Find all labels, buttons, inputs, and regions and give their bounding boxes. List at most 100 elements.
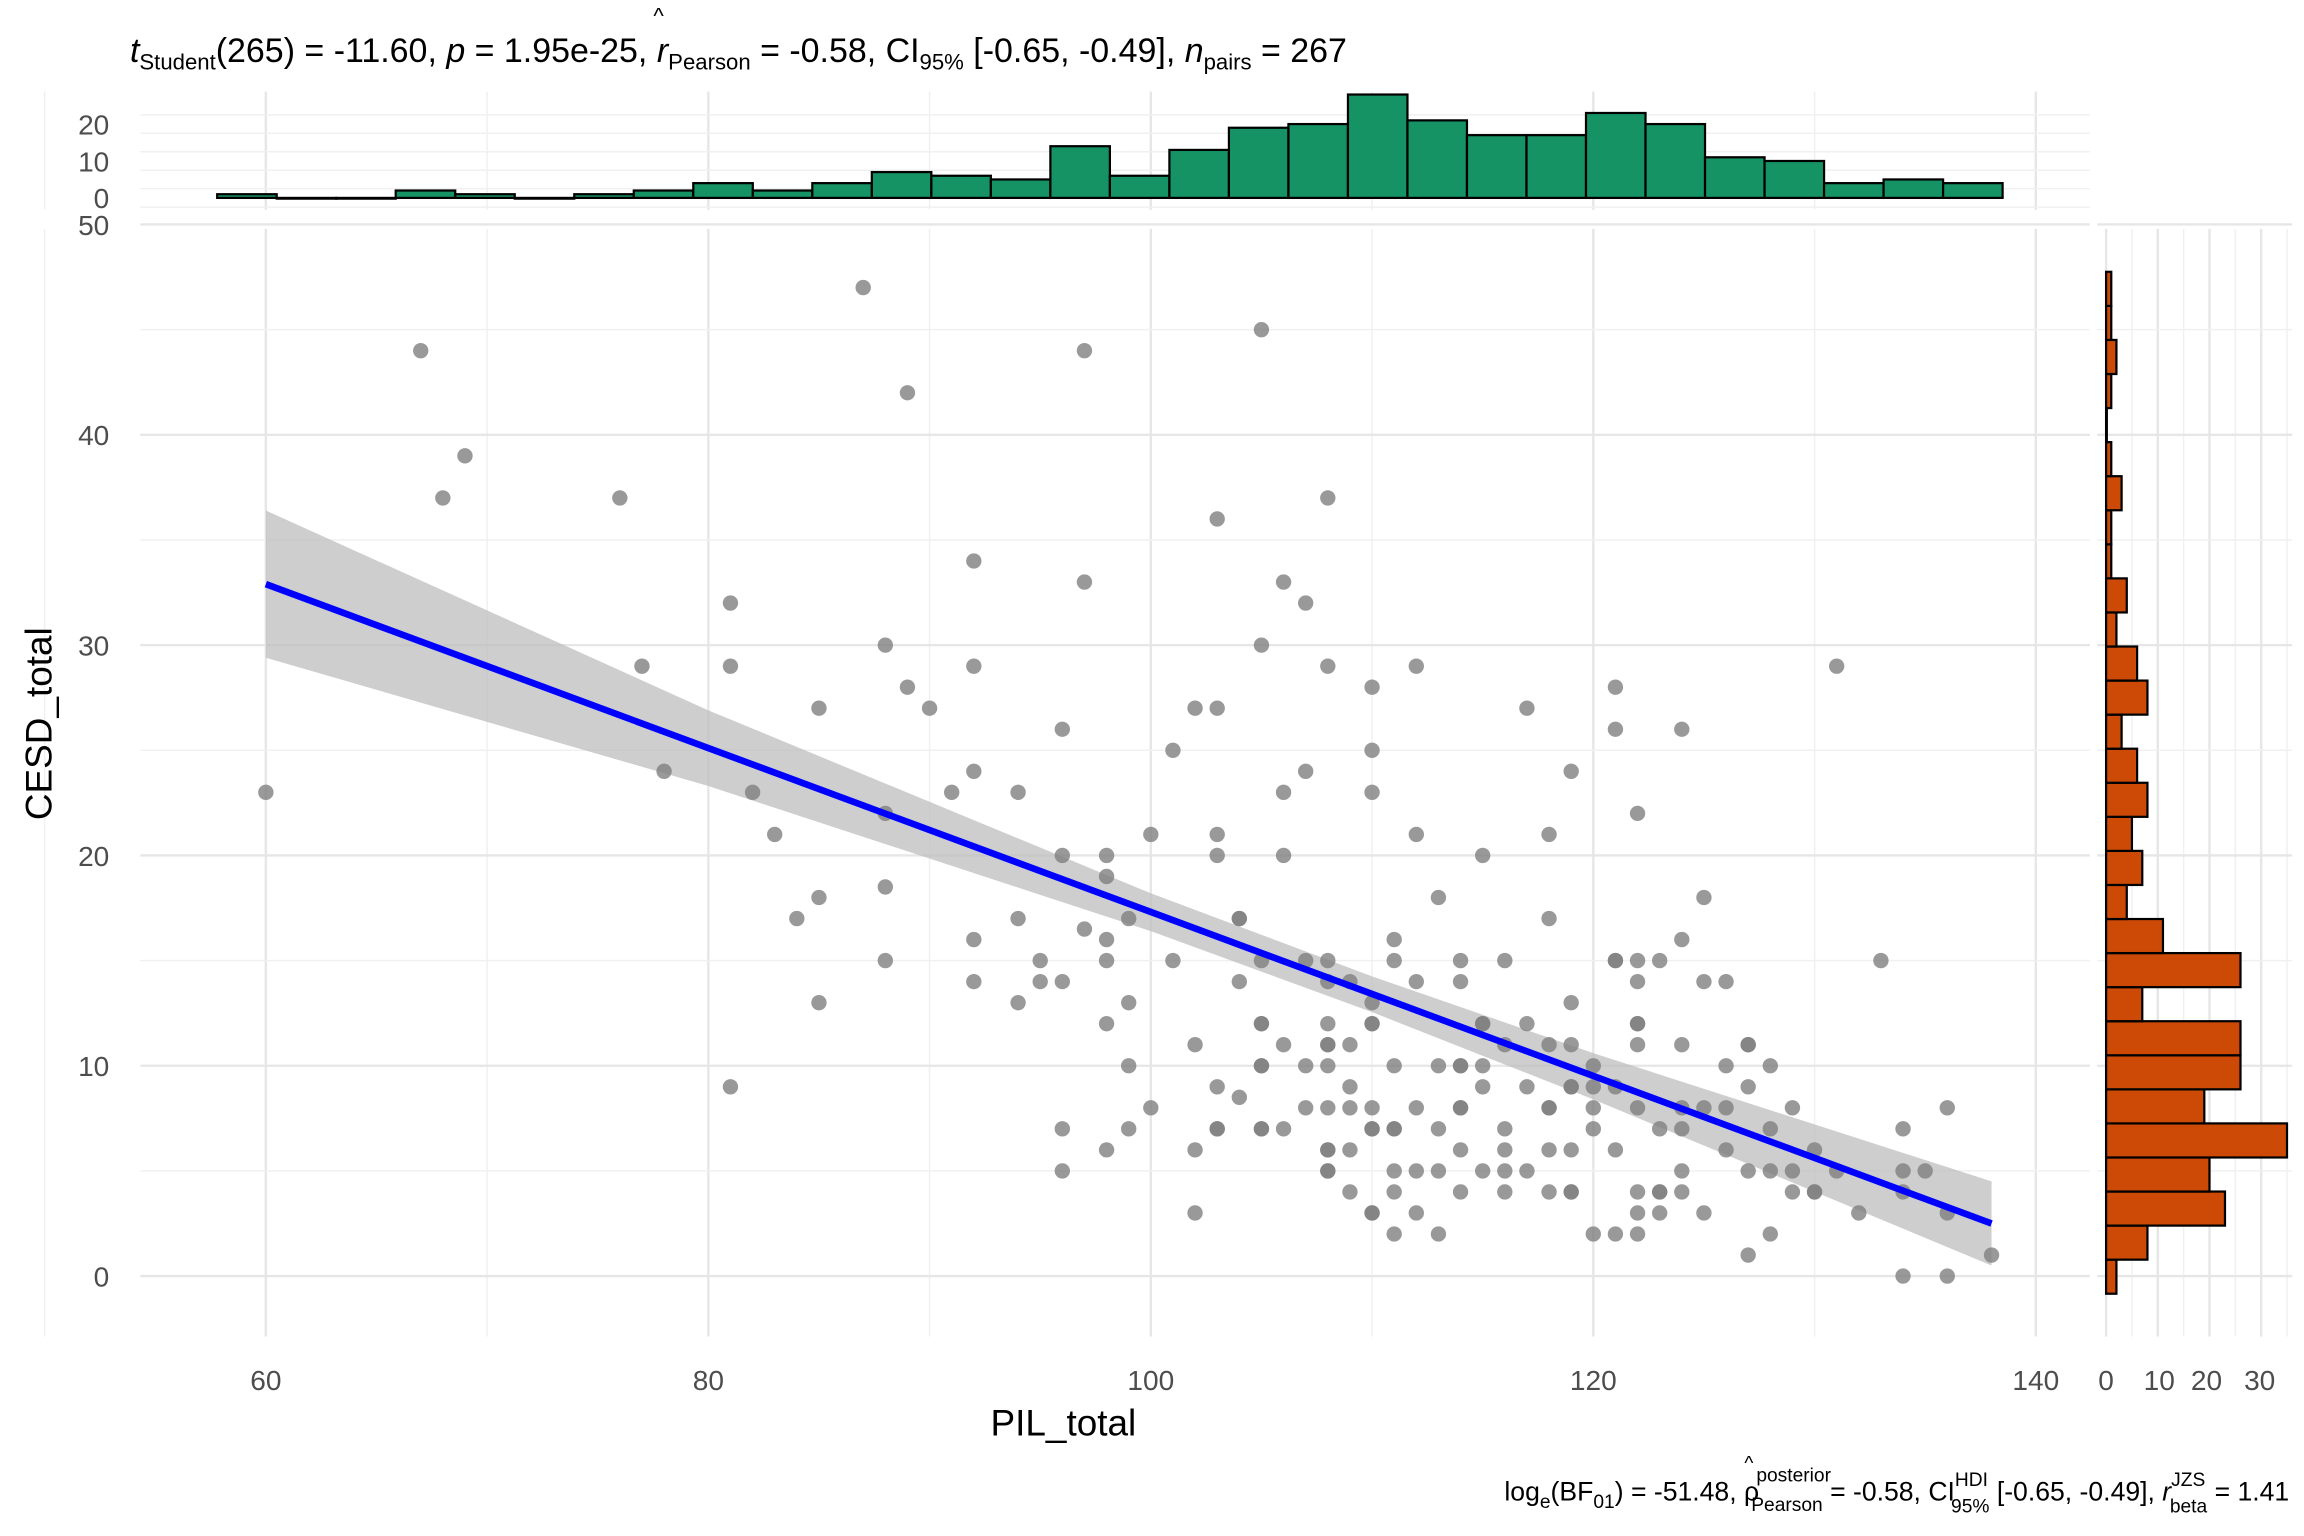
y-hist-bar — [2104, 713, 2123, 750]
data-point — [1452, 1100, 1469, 1116]
data-point — [1784, 1100, 1801, 1116]
data-point — [1651, 1184, 1668, 1200]
data-point — [1320, 658, 1336, 674]
data-point — [1253, 1016, 1270, 1032]
data-point — [1408, 973, 1424, 990]
data-point — [899, 679, 916, 695]
data-point — [789, 910, 805, 927]
x-hist-bar — [1108, 174, 1171, 200]
data-point — [1275, 847, 1292, 864]
y-tick-label: 40 — [78, 420, 109, 451]
data-point — [1320, 1142, 1336, 1158]
data-point — [1364, 1100, 1380, 1116]
title-part2: = 1.95e-25, — [465, 32, 657, 70]
caption-r-sup: JZS — [2171, 1470, 2205, 1491]
data-point — [1452, 1058, 1469, 1074]
caption-rho-sup: posterior — [1756, 1465, 1831, 1486]
y-hist-bar — [2104, 338, 2118, 376]
data-point — [1784, 1184, 1801, 1200]
data-point — [1098, 847, 1115, 864]
data-point — [1674, 1184, 1690, 1200]
data-point — [1873, 952, 1889, 969]
chart-caption: loge(BF01) = -51.48, ρ^posterior Pearson … — [1504, 1454, 2289, 1518]
data-point — [744, 784, 761, 801]
y-hist-bar — [2104, 611, 2118, 648]
y-hist-bar — [2104, 883, 2128, 921]
x-hist-bar — [454, 193, 516, 200]
x-hist-bar — [1584, 111, 1647, 200]
caption-rho-hat: ^ — [1744, 1454, 1753, 1475]
data-point — [1674, 721, 1690, 737]
regression-line — [264, 581, 1993, 1227]
data-point — [1098, 952, 1115, 969]
data-point — [1253, 637, 1270, 653]
data-point — [1143, 826, 1159, 843]
data-point — [811, 889, 827, 906]
y-hist-bar — [2104, 1122, 2289, 1159]
data-point — [1895, 1268, 1911, 1284]
x-hist-bar — [1227, 126, 1290, 200]
data-point — [1762, 1058, 1778, 1074]
data-point — [1629, 1016, 1646, 1032]
data-point — [1320, 1100, 1336, 1116]
data-point — [722, 658, 739, 674]
data-point — [634, 658, 650, 674]
data-point — [1187, 1037, 1203, 1053]
data-point — [1563, 1037, 1579, 1053]
data-point — [1585, 1100, 1601, 1116]
y-hist-bar — [2104, 849, 2144, 887]
data-point — [1651, 952, 1668, 969]
data-point — [877, 637, 894, 653]
data-point — [1010, 784, 1026, 801]
data-point — [899, 385, 916, 401]
x-hist-bar — [1287, 122, 1350, 200]
x-hist-bar — [811, 182, 873, 200]
data-point — [1541, 1142, 1557, 1158]
y-hist-bar — [2104, 815, 2134, 853]
title-t: t — [130, 32, 141, 70]
caption-r-sub: beta — [2170, 1496, 2208, 1517]
data-point — [1718, 1058, 1734, 1074]
x-tick-label: 100 — [1127, 1365, 1174, 1396]
y-hist-bar — [2104, 1054, 2242, 1091]
x-hist-bar — [1168, 148, 1231, 200]
data-point — [1342, 1142, 1358, 1158]
data-point — [1386, 1121, 1402, 1137]
caption-part2: = -0.58, CI — [1823, 1477, 1955, 1507]
data-point — [1298, 595, 1314, 611]
x-hist-bar — [1644, 122, 1707, 200]
y-hist-bar — [2104, 270, 2113, 307]
data-point — [1740, 1163, 1756, 1179]
y-axis-title: CESD_total — [19, 627, 60, 820]
y-hist-bar — [2104, 577, 2128, 614]
data-point — [1718, 1142, 1734, 1158]
data-point — [1364, 1205, 1380, 1221]
x-hist-bar — [930, 174, 992, 200]
data-point — [966, 931, 982, 948]
data-point — [1607, 1226, 1624, 1242]
data-point — [1629, 1184, 1646, 1200]
data-point — [1939, 1268, 1955, 1284]
x-hist-bar — [1941, 182, 2004, 200]
data-point — [966, 763, 982, 779]
data-point — [1563, 1184, 1579, 1200]
data-point — [1364, 784, 1380, 801]
data-point — [1629, 973, 1646, 990]
data-point — [1607, 679, 1624, 695]
data-point — [1607, 952, 1624, 969]
data-point — [1585, 1226, 1601, 1242]
data-point — [1298, 763, 1314, 779]
data-point — [1475, 1016, 1491, 1032]
x-tick-label: 80 — [693, 1365, 724, 1396]
data-point — [1275, 1037, 1292, 1053]
data-point — [1851, 1205, 1867, 1221]
data-point — [1452, 1184, 1469, 1200]
data-point — [767, 826, 783, 843]
data-point — [921, 700, 938, 716]
x-tick-label: 140 — [2012, 1365, 2059, 1396]
data-point — [1475, 1079, 1491, 1095]
data-point — [1320, 490, 1336, 506]
data-point — [1629, 1100, 1646, 1116]
